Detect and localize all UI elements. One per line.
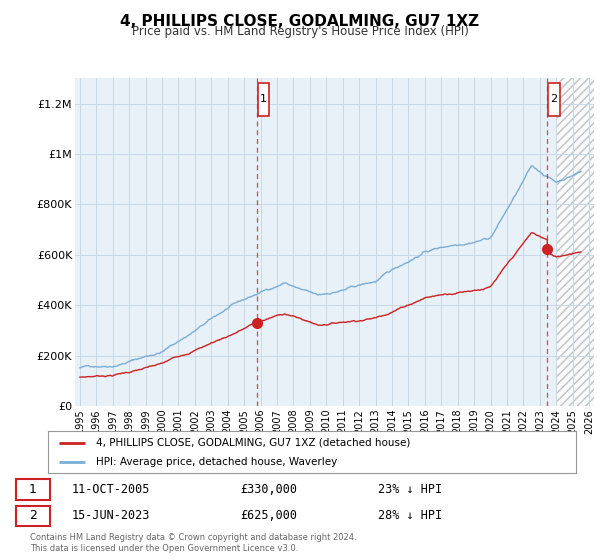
Text: 4, PHILLIPS CLOSE, GODALMING, GU7 1XZ: 4, PHILLIPS CLOSE, GODALMING, GU7 1XZ [121, 14, 479, 29]
Text: 2: 2 [29, 510, 37, 522]
Text: 4, PHILLIPS CLOSE, GODALMING, GU7 1XZ (detached house): 4, PHILLIPS CLOSE, GODALMING, GU7 1XZ (d… [95, 438, 410, 448]
Text: 11-OCT-2005: 11-OCT-2005 [72, 483, 151, 496]
Text: 1: 1 [260, 94, 267, 104]
Text: HPI: Average price, detached house, Waverley: HPI: Average price, detached house, Wave… [95, 458, 337, 467]
Text: £625,000: £625,000 [240, 510, 297, 522]
Text: 28% ↓ HPI: 28% ↓ HPI [378, 510, 442, 522]
Text: 2: 2 [550, 94, 557, 104]
Text: 23% ↓ HPI: 23% ↓ HPI [378, 483, 442, 496]
Bar [556, 78, 594, 406]
Text: Price paid vs. HM Land Registry's House Price Index (HPI): Price paid vs. HM Land Registry's House … [131, 25, 469, 38]
Text: £330,000: £330,000 [240, 483, 297, 496]
Text: Contains HM Land Registry data © Crown copyright and database right 2024.
This d: Contains HM Land Registry data © Crown c… [30, 533, 356, 553]
FancyBboxPatch shape [258, 83, 269, 116]
Text: 1: 1 [29, 483, 37, 496]
FancyBboxPatch shape [16, 506, 50, 526]
FancyBboxPatch shape [16, 479, 50, 500]
Text: 15-JUN-2023: 15-JUN-2023 [72, 510, 151, 522]
FancyBboxPatch shape [548, 83, 560, 116]
